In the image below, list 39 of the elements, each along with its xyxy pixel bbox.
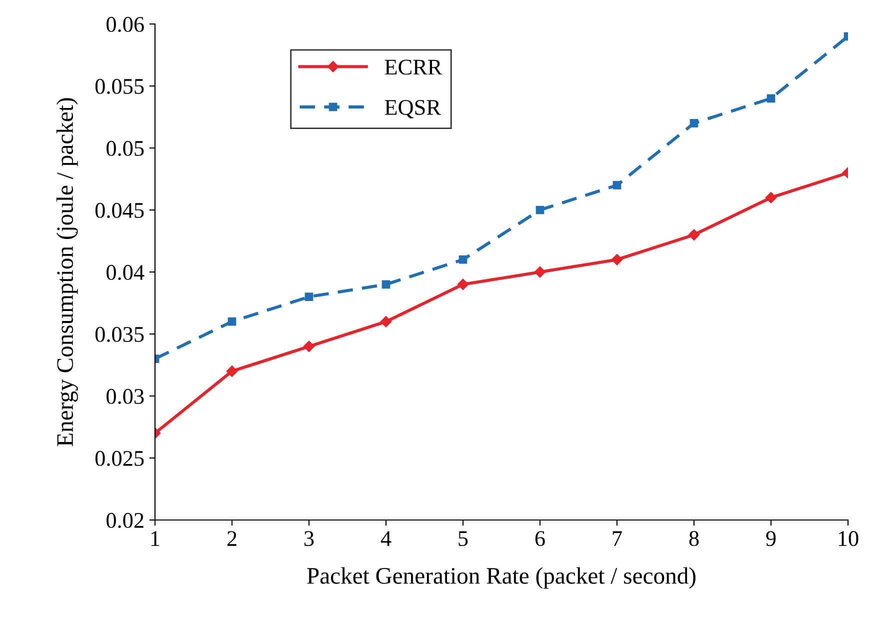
point: [382, 280, 390, 289]
point: [611, 254, 623, 266]
point: [226, 366, 238, 377]
point: [688, 229, 700, 240]
y-tick-label: 0.035: [95, 326, 144, 342]
y-axis-title: Energy Consumption (joule / packet): [56, 98, 78, 446]
point: [765, 192, 777, 204]
x-tick-label: 3: [304, 531, 314, 546]
x-tick-label: 9: [766, 531, 776, 546]
y-tick-label: 0.05: [106, 140, 144, 156]
point: [766, 94, 776, 103]
point: [380, 316, 392, 328]
point: [304, 292, 314, 301]
point: [303, 340, 315, 352]
y-tick-label: 0.045: [95, 202, 144, 218]
x-tick-label: 6: [535, 531, 545, 546]
legend-label: ECRR: [384, 60, 442, 75]
x-tick-label: 1: [151, 531, 160, 546]
x-tick-label: 5: [458, 531, 468, 546]
x-tick-label: 4: [380, 531, 392, 546]
point: [690, 119, 698, 128]
y-tick-label: 0.055: [95, 78, 144, 94]
point: [458, 255, 468, 264]
x-tick-label: 2: [227, 531, 236, 546]
point: [228, 317, 236, 326]
y-tick-label: 0.025: [95, 450, 144, 466]
y-tick-label: 0.02: [106, 512, 144, 528]
x-tick-label: 7: [612, 531, 622, 546]
point: [536, 206, 544, 214]
y-tick-label: 0.04: [106, 264, 144, 280]
y-tick-label: 0.03: [106, 388, 144, 404]
x-tick-label: 8: [689, 531, 699, 546]
point: [612, 181, 622, 190]
point: [457, 278, 469, 290]
point: [534, 266, 546, 278]
y-tick-label: 0.06: [106, 16, 144, 32]
x-axis-title: Packet Generation Rate (packet / second): [307, 567, 696, 589]
x-tick-label: 10: [838, 531, 858, 546]
legend-label: EQSR: [384, 100, 441, 118]
